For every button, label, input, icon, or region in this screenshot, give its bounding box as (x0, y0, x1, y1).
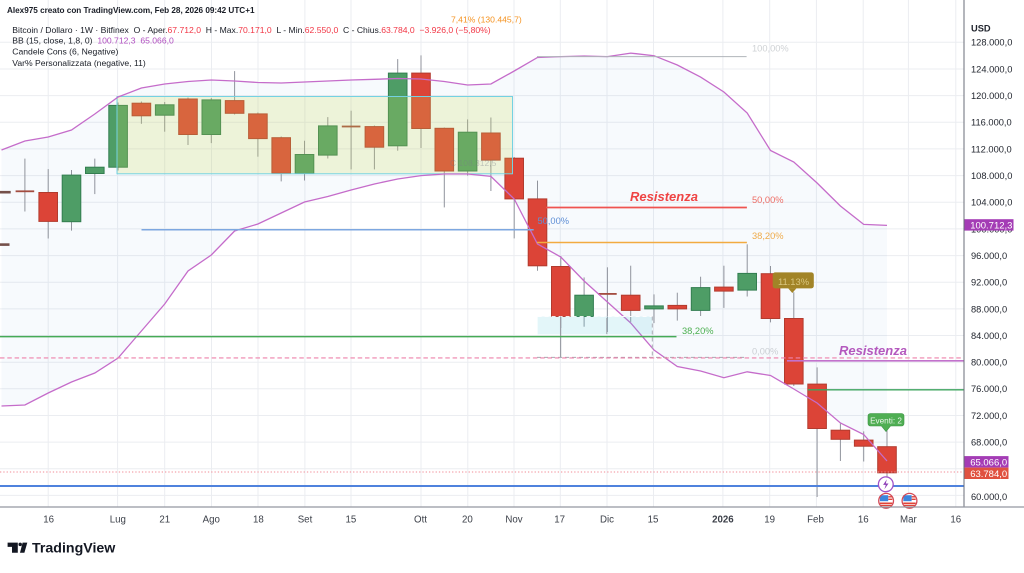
svg-text:100,00%: 100,00% (752, 44, 789, 54)
svg-text:7,41% (130.445,7): 7,41% (130.445,7) (451, 15, 522, 25)
svg-text:Dic: Dic (600, 515, 614, 526)
svg-text:15: 15 (346, 515, 357, 526)
svg-text:Resistenza: Resistenza (839, 343, 907, 358)
svg-text:18: 18 (253, 515, 264, 526)
svg-text:116.000,0: 116.000,0 (971, 118, 1012, 128)
svg-text:Mar: Mar (900, 515, 917, 526)
svg-text:88.000,0: 88.000,0 (971, 304, 1007, 314)
svg-text:72.000,0: 72.000,0 (971, 411, 1007, 421)
svg-text:100.712,3: 100.712,3 (970, 220, 1012, 231)
svg-text:0,00%: 0,00% (752, 347, 778, 357)
svg-text:Var% Personalizzata (negative,: Var% Personalizzata (negative, 11) (12, 58, 146, 68)
svg-text:Lug: Lug (110, 515, 126, 526)
svg-text:84.000,0: 84.000,0 (971, 331, 1007, 341)
svg-text:C 108.312,5: C 108.312,5 (450, 158, 497, 168)
svg-text:124.000,0: 124.000,0 (971, 64, 1012, 74)
svg-text:Feb: Feb (807, 515, 824, 526)
svg-text:38,20%: 38,20% (752, 231, 784, 241)
svg-text:80.000,0: 80.000,0 (971, 358, 1007, 368)
svg-text:21: 21 (159, 515, 170, 526)
svg-text:68.000,0: 68.000,0 (971, 438, 1007, 448)
svg-text:Candele Cons (6, Negative): Candele Cons (6, Negative) (12, 47, 118, 57)
svg-text:92.000,0: 92.000,0 (971, 278, 1007, 288)
svg-text:60.000,0: 60.000,0 (971, 492, 1007, 502)
svg-text:20: 20 (462, 515, 473, 526)
svg-text:120.000,0: 120.000,0 (971, 91, 1012, 101)
svg-text:76.000,0: 76.000,0 (971, 384, 1007, 394)
svg-text:16: 16 (950, 515, 961, 526)
svg-text:96.000,0: 96.000,0 (971, 251, 1007, 261)
svg-text:Bitcoin / Dollaro · 1W · Bitfi: Bitcoin / Dollaro · 1W · Bitfinex O - Ap… (12, 25, 490, 35)
svg-text:USD: USD (971, 24, 991, 34)
svg-text:15: 15 (648, 515, 659, 526)
svg-text:Eventi: 2: Eventi: 2 (870, 416, 902, 425)
svg-text:TradingView: TradingView (32, 540, 116, 556)
svg-text:2026: 2026 (712, 515, 734, 526)
svg-text:50,00%: 50,00% (752, 195, 784, 205)
svg-text:Ago: Ago (203, 515, 220, 526)
svg-text:Ott: Ott (414, 515, 427, 526)
svg-text:Nov: Nov (505, 515, 522, 526)
svg-text:19: 19 (764, 515, 775, 526)
svg-text:112.000,0: 112.000,0 (971, 144, 1012, 154)
svg-text:17: 17 (554, 515, 565, 526)
svg-text:65.066,0: 65.066,0 (970, 457, 1007, 468)
svg-text:Alex975 creato con TradingView: Alex975 creato con TradingView.com, Feb … (7, 6, 255, 15)
svg-text:50,00%: 50,00% (538, 216, 570, 226)
svg-text:Resistenza: Resistenza (630, 189, 698, 204)
svg-text:128.000,0: 128.000,0 (971, 38, 1012, 48)
svg-text:BB (15, close, 1,8, 0) 100.71: BB (15, close, 1,8, 0) 100.712,3 65.066,… (12, 35, 174, 45)
svg-text:16: 16 (43, 515, 54, 526)
svg-text:108.000,0: 108.000,0 (971, 171, 1012, 181)
svg-text:104.000,0: 104.000,0 (971, 198, 1012, 208)
svg-text:Set: Set (298, 515, 313, 526)
svg-text:11.13%: 11.13% (778, 276, 809, 287)
svg-text:63.784,0: 63.784,0 (970, 469, 1007, 480)
svg-text:38,20%: 38,20% (682, 326, 714, 336)
svg-text:16: 16 (858, 515, 869, 526)
